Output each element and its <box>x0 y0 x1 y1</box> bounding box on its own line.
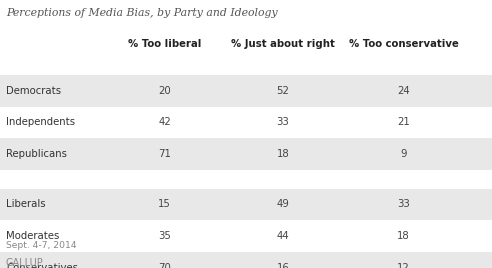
Text: 21: 21 <box>397 117 410 128</box>
Text: 49: 49 <box>277 199 289 210</box>
Text: Sept. 4-7, 2014: Sept. 4-7, 2014 <box>6 241 77 250</box>
Text: 52: 52 <box>277 86 289 96</box>
Text: Liberals: Liberals <box>6 199 46 210</box>
Text: 9: 9 <box>400 149 407 159</box>
Text: Republicans: Republicans <box>6 149 67 159</box>
Bar <box>0 138 492 170</box>
Text: 70: 70 <box>158 263 171 268</box>
Text: Independents: Independents <box>6 117 75 128</box>
Text: 33: 33 <box>397 199 410 210</box>
Text: 20: 20 <box>158 86 171 96</box>
Text: 18: 18 <box>397 231 410 241</box>
Bar <box>0 252 492 268</box>
Bar <box>0 107 492 138</box>
Text: % Just about right: % Just about right <box>231 39 335 49</box>
Text: % Too liberal: % Too liberal <box>128 39 202 49</box>
Text: 15: 15 <box>158 199 171 210</box>
Text: Moderates: Moderates <box>6 231 59 241</box>
Text: 44: 44 <box>277 231 289 241</box>
Text: 18: 18 <box>277 149 289 159</box>
Text: 16: 16 <box>277 263 289 268</box>
Text: % Too conservative: % Too conservative <box>348 39 459 49</box>
Text: 35: 35 <box>158 231 171 241</box>
Text: 24: 24 <box>397 86 410 96</box>
Text: GALLUP: GALLUP <box>6 258 44 268</box>
Text: Conservatives: Conservatives <box>6 263 78 268</box>
Text: 33: 33 <box>277 117 289 128</box>
Text: 12: 12 <box>397 263 410 268</box>
Bar <box>0 220 492 252</box>
Text: Democrats: Democrats <box>6 86 61 96</box>
Text: 42: 42 <box>158 117 171 128</box>
Bar <box>0 189 492 220</box>
Bar <box>0 75 492 107</box>
Text: 71: 71 <box>158 149 171 159</box>
Text: Perceptions of Media Bias, by Party and Ideology: Perceptions of Media Bias, by Party and … <box>6 8 277 18</box>
